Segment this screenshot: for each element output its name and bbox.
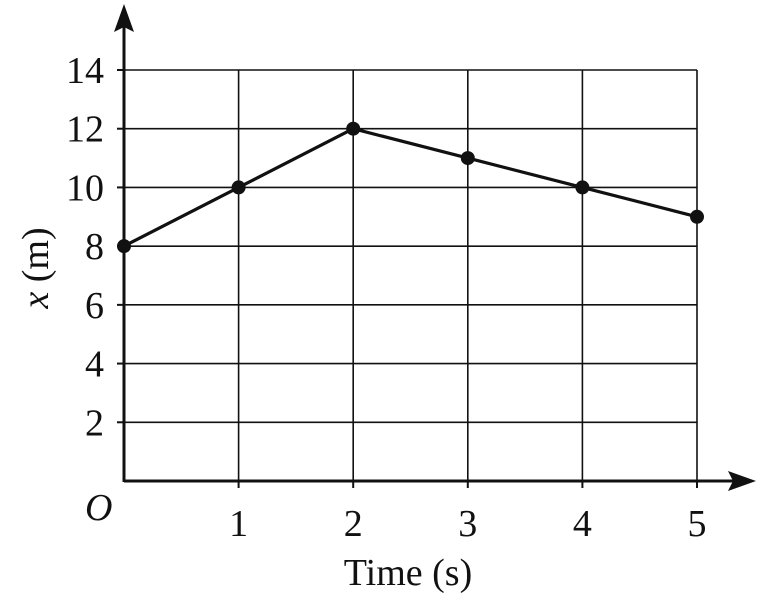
y-tick-label: 14	[66, 50, 104, 92]
data-point	[460, 151, 475, 166]
data-point	[231, 180, 246, 195]
y-tick-label: 8	[85, 226, 104, 268]
series-line	[123, 127, 698, 248]
y-tick-label: 4	[85, 344, 104, 386]
axes	[114, 4, 756, 491]
x-tick-label: 5	[688, 503, 707, 545]
y-tick-label: 10	[66, 167, 104, 209]
origin-label: O	[85, 487, 112, 529]
grid-lines	[124, 69, 698, 481]
data-series	[117, 121, 704, 254]
data-point	[690, 209, 704, 224]
y-tick-label: 12	[66, 109, 104, 151]
x-tick-label: 2	[344, 503, 363, 545]
data-point	[346, 121, 361, 136]
x-tick-label: 3	[458, 503, 477, 545]
y-axis-variable: x	[15, 292, 57, 310]
x-axis-arrow-icon	[728, 471, 756, 491]
y-tick-label: 2	[85, 402, 104, 444]
y-axis-arrow-icon	[114, 4, 134, 32]
y-axis-unit: (m)	[15, 227, 57, 291]
data-point	[575, 180, 590, 195]
data-point	[117, 239, 131, 254]
x-tick-label: 1	[229, 503, 248, 545]
x-tick-label: 4	[573, 503, 592, 545]
x-axis-title: Time (s)	[344, 552, 472, 594]
y-tick-label: 6	[85, 285, 104, 327]
y-axis-title: x (m)	[15, 227, 57, 309]
